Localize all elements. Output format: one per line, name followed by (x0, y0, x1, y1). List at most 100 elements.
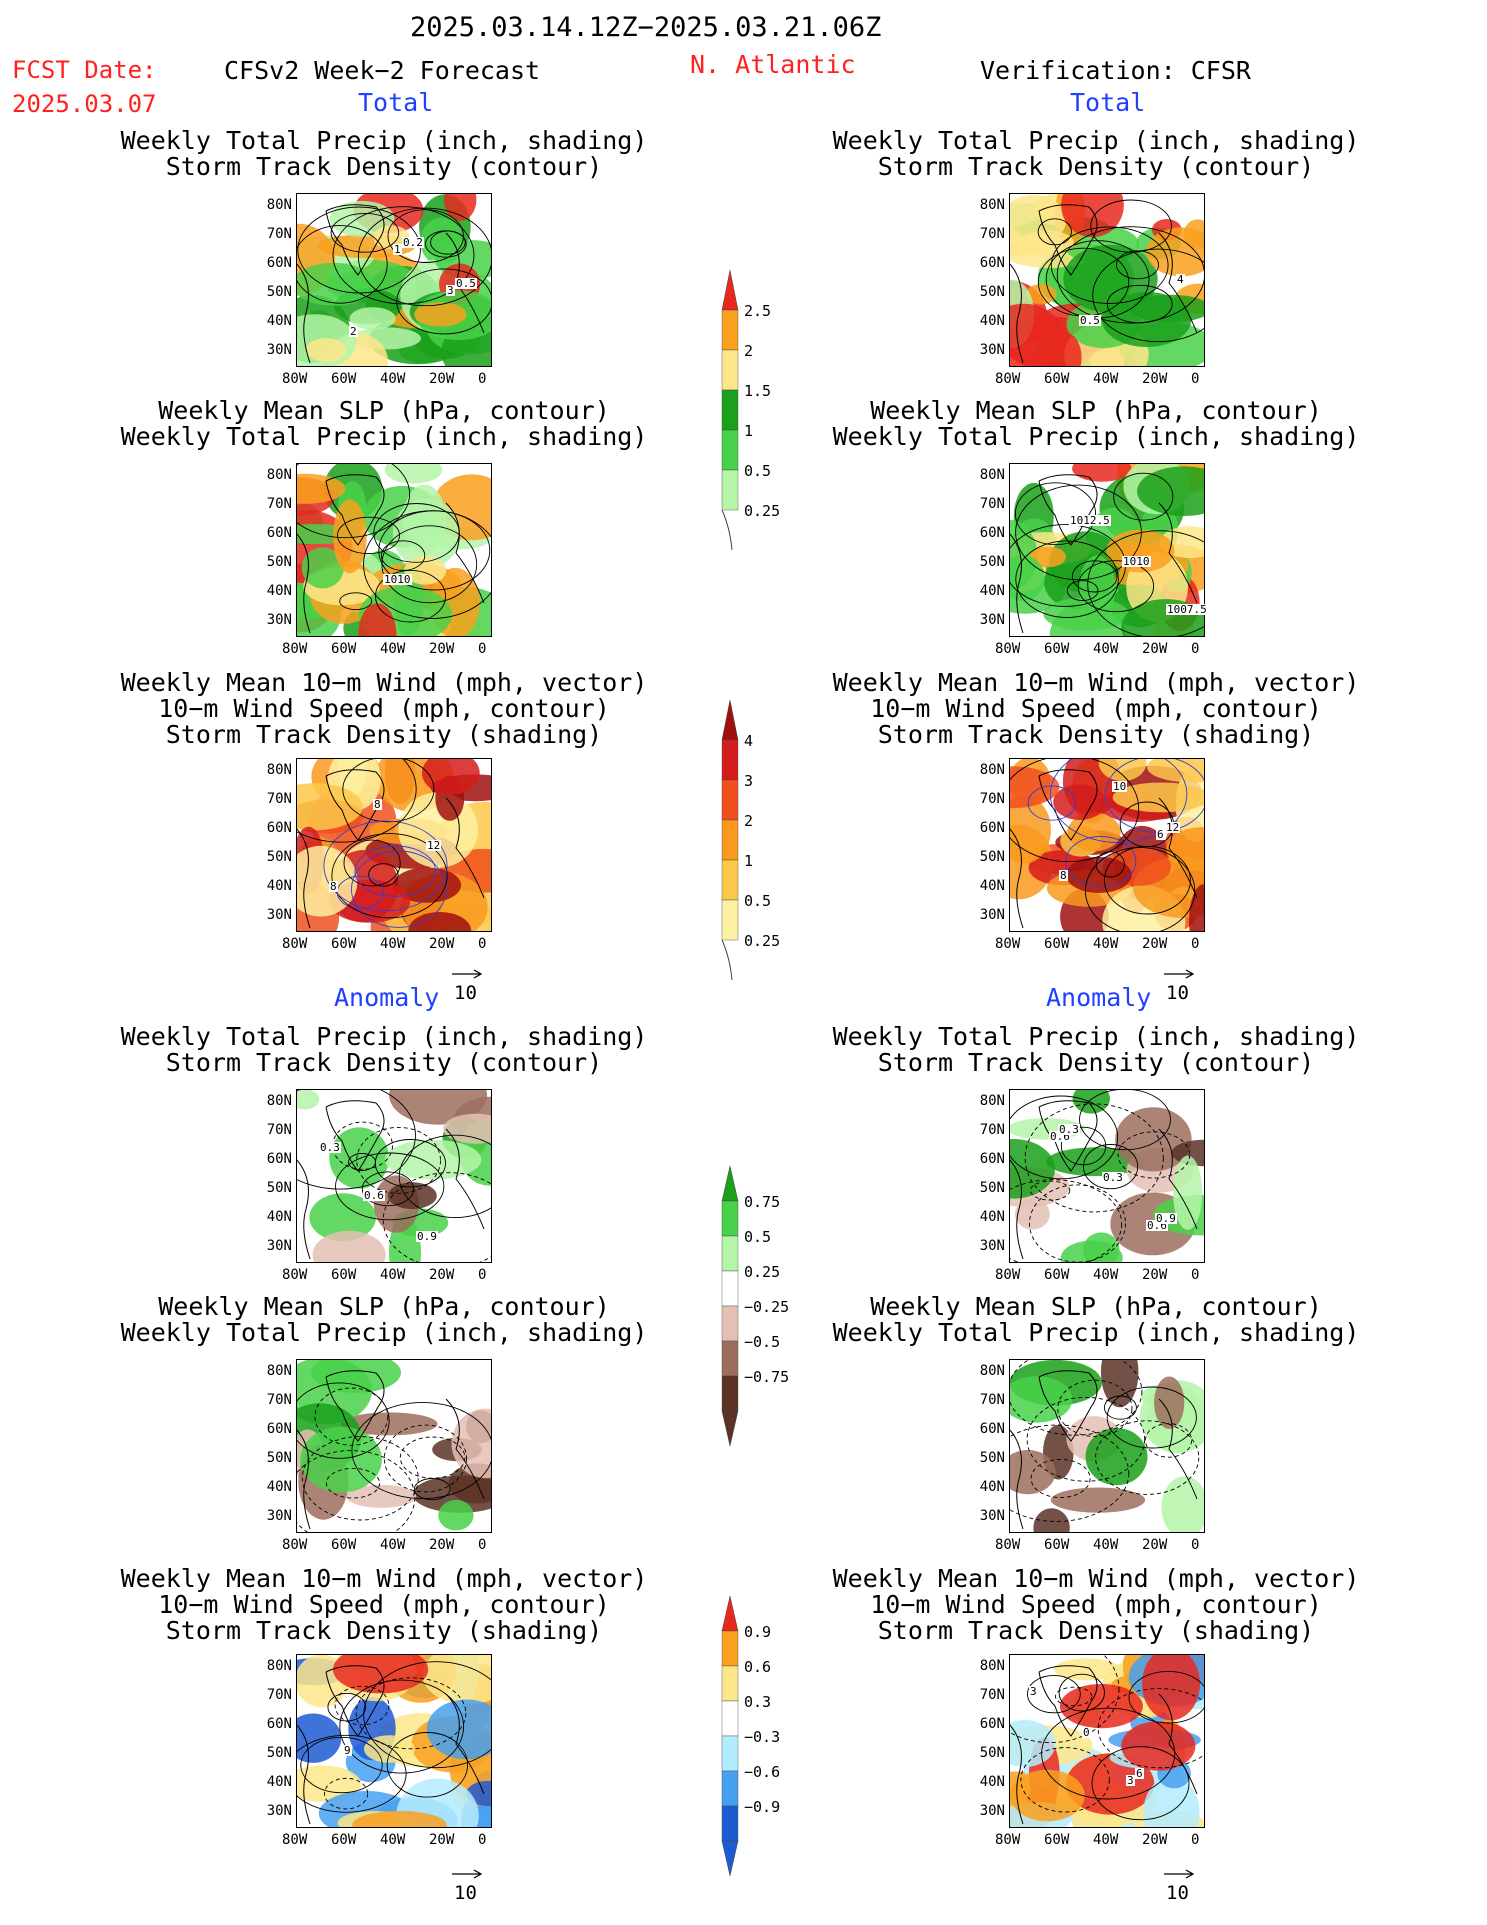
contour-line (1009, 758, 1140, 863)
colorbar-label: 2 (744, 342, 754, 360)
contour-line (374, 1139, 446, 1188)
contour-line (296, 1734, 407, 1813)
shading-cell (1065, 1753, 1155, 1815)
lon-tick-label: 60W (331, 371, 357, 387)
shading-cell (1121, 1721, 1196, 1771)
fc-total-vector-ref: 10 (450, 962, 484, 1004)
contour-line (1041, 1707, 1176, 1800)
fc-total-precip-title-1: Weekly Total Precip (inch, shading) (120, 126, 648, 155)
contour-line (1083, 1144, 1139, 1190)
colorbar-label: 1 (744, 422, 754, 440)
lon-tick-label: 80W (995, 1267, 1021, 1283)
fc-anom-slp-map-canvas (296, 1359, 492, 1533)
lon-tick-label: 40W (380, 936, 406, 952)
lon-tick-label: 20W (429, 371, 455, 387)
shading-cell (1147, 758, 1205, 783)
colorbar-cap (721, 1595, 739, 1632)
lat-tick-label: 60N (266, 1151, 292, 1167)
shading-cell (1100, 1359, 1139, 1408)
shading-cell (384, 463, 443, 484)
contour-line (368, 863, 399, 887)
shading-cell (296, 783, 363, 831)
lat-tick-label: 40N (979, 878, 1005, 894)
lon-tick-label: 80W (995, 1537, 1021, 1553)
contour-label: 0.5 (1079, 314, 1101, 327)
shading-cell (1033, 1508, 1070, 1533)
ver-anom-precip-title-2: Storm Track Density (contour) (877, 1048, 1315, 1077)
colorbar-label: 2.5 (744, 302, 772, 320)
vector-ref-arrow-icon (452, 1869, 483, 1879)
contour-line (1144, 1423, 1193, 1458)
shading-cell (1154, 1376, 1185, 1429)
ver-anom-wind-map: 3 3 0 6 80N 70N 60N 50N 40N 30N 80W 60W 40W 20W 0 (980, 1654, 1205, 1848)
lat-tick-label: 30N (266, 907, 292, 923)
lat-tick-label: 30N (979, 1238, 1005, 1254)
ver-total-precip-title-1: Weekly Total Precip (inch, shading) (832, 126, 1360, 155)
lat-tick-label: 30N (979, 342, 1005, 358)
contour-line (330, 212, 400, 253)
contour-label: 6 (1135, 1767, 1144, 1780)
lat-tick-label: 50N (266, 1745, 292, 1761)
lon-tick-label: 0 (478, 936, 487, 952)
colorbar-swatch (721, 899, 739, 941)
lon-tick-label: 60W (331, 1267, 357, 1283)
contour-label: 3 (1126, 1774, 1135, 1787)
ver-anom-wind-title-3: Storm Track Density (shading) (877, 1616, 1315, 1645)
lat-tick-label: 60N (979, 1421, 1005, 1437)
contour-label: 12 (1165, 821, 1181, 834)
lat-tick-label: 70N (979, 791, 1005, 807)
contour-line (1103, 845, 1191, 915)
colorbar-label: 2 (744, 812, 754, 830)
lat-tick-label: 80N (979, 197, 1005, 213)
anom-precip-colorbar: 0.75 0.5 0.25 −0.25 −0.5 −0.75 (720, 1165, 789, 1470)
contour-line (382, 1172, 492, 1263)
lon-tick-label: 20W (1142, 641, 1168, 657)
shading-cell (1129, 294, 1205, 323)
lon-tick-label: 80W (995, 1832, 1021, 1848)
contour-label: 0.5 (455, 277, 477, 290)
contour-label: 0.6 (363, 1189, 385, 1202)
lat-tick-label: 80N (266, 762, 292, 778)
lon-tick-label: 40W (1093, 641, 1119, 657)
fc-anom-wind-title-2: 10−m Wind Speed (mph, contour) (158, 1590, 610, 1619)
coastline (296, 769, 485, 929)
colorbar-swatch (721, 1770, 739, 1807)
colorbar-cap (721, 509, 733, 551)
colorbar-label: 0.3 (744, 1693, 772, 1711)
shading-cell (422, 1654, 492, 1705)
lon-tick-label: 80W (995, 641, 1021, 657)
coastline (296, 1665, 485, 1825)
contour-label: 8 (329, 880, 338, 893)
lat-tick-label: 60N (266, 820, 292, 836)
contour-line (1009, 1179, 1123, 1263)
contour-line (351, 850, 447, 928)
contour-label: 0.3 (1058, 1123, 1080, 1136)
lat-tick-label: 30N (266, 1238, 292, 1254)
fc-anom-precip-map-canvas (296, 1089, 492, 1263)
colorbar-label: −0.25 (744, 1298, 790, 1316)
shading-cell (438, 1500, 474, 1531)
shading-cell (1142, 1654, 1200, 1721)
shading-cell (1054, 1658, 1121, 1681)
lat-tick-label: 60N (979, 820, 1005, 836)
lon-tick-label: 80W (995, 936, 1021, 952)
colorbar-swatch (721, 1235, 739, 1272)
lat-tick-label: 80N (266, 1093, 292, 1109)
lat-tick-label: 50N (266, 849, 292, 865)
lat-tick-label: 70N (266, 1392, 292, 1408)
region-label: N. Atlantic (690, 50, 856, 79)
lat-tick-label: 60N (266, 1716, 292, 1732)
lon-tick-label: 20W (1142, 371, 1168, 387)
lat-tick-label: 40N (979, 313, 1005, 329)
fc-anom-vector-ref: 10 (450, 1862, 484, 1904)
storm-density-colorbar: 4 3 2 1 0.5 0.25 (720, 699, 780, 1004)
verification-total-label: Total (1070, 88, 1146, 117)
lat-tick-label: 70N (266, 496, 292, 512)
lat-tick-label: 60N (266, 1421, 292, 1437)
contour-line (1037, 218, 1072, 246)
coastline (296, 1100, 485, 1260)
shading-cell (384, 1139, 482, 1180)
lon-tick-label: 0 (1191, 371, 1200, 387)
shading-cell (1173, 1155, 1203, 1230)
shading-cell (1112, 782, 1205, 813)
